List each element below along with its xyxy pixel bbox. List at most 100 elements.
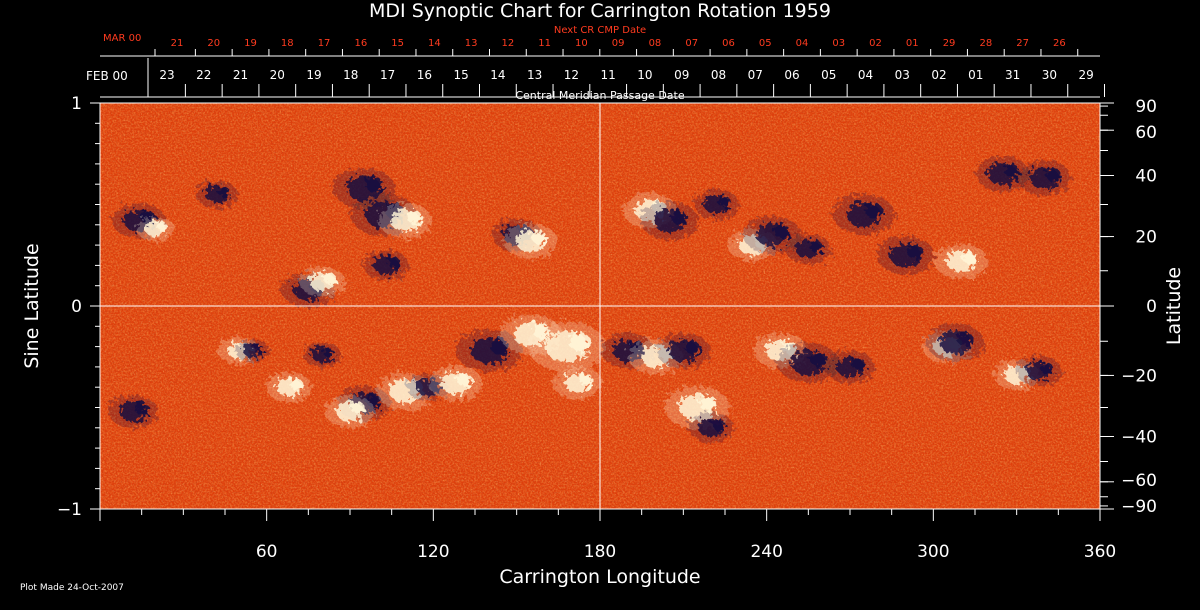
cmp-day-label: 16 <box>417 68 432 82</box>
next-cr-day-label: 02 <box>869 38 882 49</box>
next-cr-day-label: 03 <box>832 38 845 49</box>
negative-region <box>303 342 342 368</box>
region-fragment <box>699 395 718 412</box>
next-cr-day-label: 01 <box>906 38 919 49</box>
region-fragment <box>773 224 790 239</box>
next-cr-day-label: 14 <box>428 38 441 49</box>
cmp-month-label: FEB 00 <box>86 69 128 83</box>
region-fragment <box>671 210 688 225</box>
next-cr-day-label: 17 <box>318 38 331 49</box>
y-left-tick-label: 1 <box>71 94 82 114</box>
negative-region <box>363 250 410 281</box>
cmp-day-label: 11 <box>601 68 616 82</box>
next-cr-day-label: 19 <box>244 38 257 49</box>
negative-region <box>640 201 699 240</box>
y-right-tick-label: −40 <box>1121 427 1157 447</box>
cmp-day-label: 29 <box>1078 68 1093 82</box>
region-fragment <box>809 240 823 252</box>
cmp-day-label: 18 <box>343 68 358 82</box>
negative-region <box>926 323 985 362</box>
next-cr-day-label: 06 <box>722 38 735 49</box>
negative-region <box>785 234 832 265</box>
active-regions <box>108 156 1072 443</box>
cmp-day-label: 30 <box>1042 68 1057 82</box>
next-cr-day-label: 10 <box>575 38 588 49</box>
next-cr-day-label: 13 <box>465 38 478 49</box>
next-cr-day-label: 26 <box>1053 38 1066 49</box>
negative-region <box>656 333 711 369</box>
cmp-day-label: 09 <box>674 68 689 82</box>
next-cr-day-label: 11 <box>538 38 551 49</box>
next-cr-day-label: 18 <box>281 38 294 49</box>
region-fragment <box>532 231 548 245</box>
negative-region <box>1017 160 1072 196</box>
y-axis-left-title: Sine Latitude <box>21 243 43 368</box>
cmp-day-label: 12 <box>564 68 579 82</box>
y-left-tick-label: 0 <box>71 297 82 317</box>
negative-region <box>832 194 895 235</box>
negative-region <box>824 350 876 384</box>
plot-made-footer: Plot Made 24-Oct-2007 <box>20 583 124 593</box>
cmp-day-label: 17 <box>380 68 395 82</box>
next-cr-day-label: 16 <box>354 38 367 49</box>
positive-region <box>552 366 603 400</box>
next-cr-day-label: 27 <box>1016 38 1029 49</box>
cmp-day-label: 13 <box>527 68 542 82</box>
positive-region <box>324 395 376 428</box>
next-cr-day-label: 07 <box>685 38 698 49</box>
region-fragment <box>712 419 726 431</box>
positive-region <box>428 365 483 401</box>
y-right-tick-label: 40 <box>1135 167 1157 187</box>
next-cr-axis-label: Next CR CMP Date <box>554 25 646 36</box>
next-cr-day-label: 21 <box>171 38 184 49</box>
region-fragment <box>134 402 149 415</box>
y-right-tick-label: 90 <box>1135 97 1157 117</box>
cmp-day-label: 23 <box>159 68 174 82</box>
y-right-tick-label: −90 <box>1121 497 1157 517</box>
region-fragment <box>290 378 303 391</box>
positive-region <box>136 216 175 242</box>
next-cr-day-label: 20 <box>207 38 220 49</box>
x-tick-label: 300 <box>917 542 949 562</box>
cmp-axis-label: Central Meridian Passage Date <box>515 89 684 102</box>
cmp-day-label: 08 <box>711 68 726 82</box>
region-fragment <box>217 186 230 197</box>
next-cr-day-label: 05 <box>759 38 772 49</box>
cmp-day-label: 06 <box>784 68 799 82</box>
y-right-tick-label: −60 <box>1121 471 1157 491</box>
cmp-day-label: 10 <box>637 68 652 82</box>
region-fragment <box>407 210 423 225</box>
cmp-day-label: 14 <box>490 68 505 82</box>
region-fragment <box>568 332 591 352</box>
negative-region <box>693 189 740 220</box>
region-fragment <box>387 256 401 269</box>
region-fragment <box>865 203 883 219</box>
y-axis-right-title: Latitude <box>1163 267 1185 345</box>
positive-region <box>934 243 989 279</box>
next-cr-day-label: 04 <box>796 38 809 49</box>
cmp-day-label: 19 <box>306 68 321 82</box>
positive-region <box>378 203 433 239</box>
region-fragment <box>684 340 700 354</box>
positive-region <box>527 321 606 372</box>
negative-region <box>235 339 270 362</box>
region-fragment <box>156 221 168 232</box>
next-cr-day-label: 12 <box>502 38 515 49</box>
y-left-tick-label: −1 <box>57 500 82 520</box>
region-fragment <box>1045 168 1061 182</box>
x-tick-label: 60 <box>256 542 278 562</box>
region-fragment <box>1040 362 1053 374</box>
x-tick-label: 360 <box>1084 542 1116 562</box>
region-fragment <box>323 273 337 285</box>
x-axis-title: Carrington Longitude <box>499 566 700 588</box>
next-cr-day-label: 08 <box>649 38 662 49</box>
y-axis-left: 1 0 −1 <box>57 94 100 520</box>
region-fragment <box>907 244 924 259</box>
y-right-tick-label: 60 <box>1135 123 1157 143</box>
cmp-day-label: 03 <box>895 68 910 82</box>
next-cr-day-label: 29 <box>943 38 956 49</box>
negative-region <box>108 395 159 428</box>
next-cr-day-label: 28 <box>979 38 992 49</box>
region-fragment <box>1004 164 1020 178</box>
